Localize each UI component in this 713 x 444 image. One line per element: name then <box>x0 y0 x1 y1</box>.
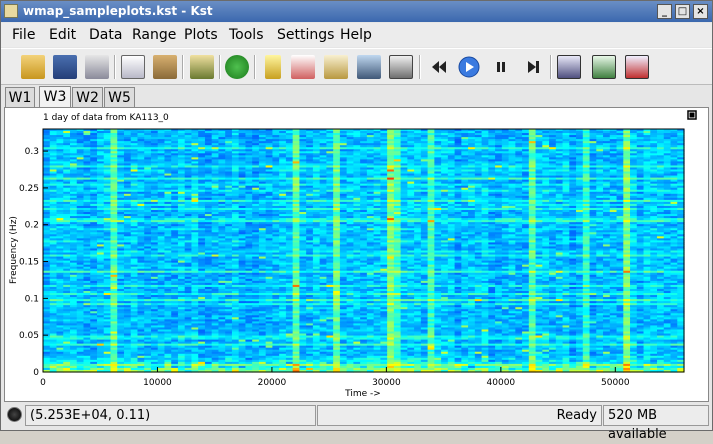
y-tick-label: 0.3 <box>25 147 39 157</box>
x-zoom-icon[interactable] <box>389 55 413 79</box>
heatmap-cells <box>43 129 685 373</box>
fast-forward-icon[interactable] <box>521 55 545 79</box>
menu-file[interactable]: File <box>12 27 36 43</box>
plot-border <box>42 128 685 373</box>
plot-area[interactable]: 1 day of data from KA113_0 0 10000 20000 30… <box>4 107 709 402</box>
data-wizard-icon[interactable] <box>190 55 214 79</box>
y-tick-label: 0.05 <box>19 331 39 341</box>
status-ready: Ready <box>317 405 602 426</box>
y-axis-label: Frequency (Hz) <box>9 216 19 284</box>
y-tick-label: 0.25 <box>19 184 39 194</box>
pause-icon[interactable] <box>489 55 513 79</box>
zoom-mode-icon[interactable] <box>357 55 381 79</box>
tab-w3[interactable]: W3 <box>39 86 71 109</box>
window-title: wmap_sampleplots.kst - Kst <box>23 4 213 18</box>
tab-w1[interactable]: W1 <box>5 87 35 108</box>
menu-help[interactable]: Help <box>340 27 372 43</box>
x-axis-label: Time -> <box>344 389 381 399</box>
status-bar: (5.253E+04, 0.11) Ready 520 MB available <box>1 403 712 442</box>
copy-icon[interactable] <box>121 55 145 79</box>
y-tick-label: 0.2 <box>25 221 39 231</box>
curve-icon[interactable] <box>291 55 315 79</box>
x-tick-label: 10000 <box>143 378 172 388</box>
window-tabs: W1 W3 W2 W5 <box>1 86 712 109</box>
y-tick-label: 0 <box>33 368 39 378</box>
layout-mode-icon[interactable] <box>557 55 581 79</box>
spectrogram-plot[interactable]: 1 day of data from KA113_0 0 10000 20000 30… <box>5 108 708 401</box>
close-button[interactable]: × <box>693 4 708 19</box>
title-bar: wmap_sampleplots.kst - Kst _ □ × <box>1 1 712 22</box>
x-tick-label: 20000 <box>258 378 287 388</box>
menu-data[interactable]: Data <box>89 27 123 43</box>
x-tick-label: 40000 <box>487 378 516 388</box>
plot-title: 1 day of data from KA113_0 <box>43 113 169 123</box>
x-tick-label: 30000 <box>372 378 401 388</box>
x-tick-label: 0 <box>40 378 46 388</box>
toolbar <box>1 48 712 85</box>
graph-mode-icon[interactable] <box>592 55 616 79</box>
paste-icon[interactable] <box>153 55 177 79</box>
wizard-wand-icon[interactable] <box>265 55 281 79</box>
menu-settings[interactable]: Settings <box>277 27 335 43</box>
minimize-button[interactable]: _ <box>657 4 672 19</box>
maximize-button[interactable]: □ <box>675 4 690 19</box>
y-tick-label: 0.15 <box>19 258 39 268</box>
status-indicator-icon <box>7 407 22 422</box>
print-icon[interactable] <box>85 55 109 79</box>
y-tick-label: 0.1 <box>25 294 39 304</box>
open-folder-icon[interactable] <box>21 55 45 79</box>
play-icon[interactable] <box>457 55 481 79</box>
tab-w5[interactable]: W5 <box>104 87 135 108</box>
save-icon[interactable] <box>53 55 77 79</box>
equation-icon[interactable] <box>324 55 348 79</box>
kst-app-icon <box>4 4 18 18</box>
menu-range[interactable]: Range <box>132 27 177 43</box>
coordinates-readout: (5.253E+04, 0.11) <box>25 405 316 426</box>
menu-bar: File Edit Data Range Plots Tools Setting… <box>1 23 712 47</box>
menu-plots[interactable]: Plots <box>184 27 218 43</box>
menu-tools[interactable]: Tools <box>229 27 264 43</box>
rewind-icon[interactable] <box>427 55 451 79</box>
memory-available: 520 MB available <box>603 405 709 442</box>
reload-icon[interactable] <box>225 55 249 79</box>
crosshair-mode-icon[interactable] <box>625 55 649 79</box>
tab-w2[interactable]: W2 <box>72 87 103 108</box>
menu-edit[interactable]: Edit <box>49 27 77 43</box>
x-tick-label: 50000 <box>601 378 630 388</box>
